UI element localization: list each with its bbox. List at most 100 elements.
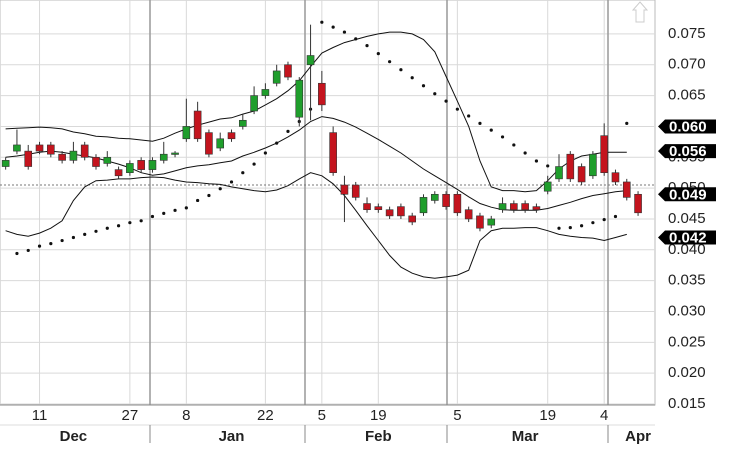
scroll-icon[interactable] <box>631 1 649 23</box>
sar-dot <box>60 238 64 243</box>
sar-dot <box>94 229 98 233</box>
sar-dot <box>557 226 561 230</box>
candle-body <box>543 181 552 192</box>
y-tick-label: 0.020 <box>668 364 706 381</box>
price-label-box <box>658 187 716 202</box>
sar-dot <box>15 251 19 256</box>
candle-body <box>408 215 416 223</box>
candle-body <box>58 153 66 161</box>
band-line <box>5 172 627 279</box>
y-tick-label: 0.045 <box>668 210 706 227</box>
grid <box>0 0 655 405</box>
candle-body <box>250 95 258 112</box>
sar-dot <box>399 68 403 72</box>
y-tick-label: 0.065 <box>668 87 706 104</box>
candle-body <box>634 193 642 214</box>
sar-dot <box>421 84 426 88</box>
candle-body <box>374 206 383 211</box>
sar-dot <box>546 164 550 168</box>
candle-body <box>1 160 10 167</box>
candle-body <box>318 82 326 106</box>
price-label: 0.060 <box>669 118 707 135</box>
x-tick-label: 5 <box>453 407 461 424</box>
sar-dot <box>354 37 358 41</box>
sar-dot <box>512 143 516 147</box>
candle-body <box>114 169 123 177</box>
candle-body <box>239 119 247 127</box>
sar-dot <box>568 225 572 230</box>
price-label-box <box>658 144 716 159</box>
sar-dot <box>83 232 87 236</box>
candle-body <box>442 193 450 207</box>
candle-body <box>510 203 518 211</box>
sar-dot <box>26 248 30 253</box>
candle-body <box>295 79 304 118</box>
candle-body <box>306 55 315 66</box>
candle-body <box>589 153 597 177</box>
sar-dot <box>263 151 267 155</box>
sar-dot <box>184 206 188 210</box>
sar-dot <box>467 114 471 118</box>
candle-body <box>340 184 349 195</box>
sar-dot <box>139 219 143 223</box>
candle-body <box>216 138 225 149</box>
sar-dot <box>500 135 505 139</box>
sar-dot <box>625 121 629 125</box>
candle-body <box>487 218 496 226</box>
sar-dot <box>252 162 256 166</box>
month-label: Dec <box>60 428 88 445</box>
candle-body <box>498 203 507 211</box>
y-tick-label: 0.075 <box>668 25 706 42</box>
x-tick-label: 19 <box>539 407 556 424</box>
sar-dot <box>128 221 132 225</box>
band-line <box>5 31 627 193</box>
month-label: Mar <box>512 428 539 445</box>
sar-dot <box>331 25 335 29</box>
candle-body <box>611 172 620 183</box>
candle-body <box>80 144 89 158</box>
candle-body <box>69 150 78 161</box>
sar-dot <box>433 92 437 96</box>
candle-body <box>532 206 541 211</box>
sar-dot <box>376 52 380 56</box>
candle-body <box>171 152 179 155</box>
month-label: Apr <box>625 428 651 445</box>
sar-dot <box>523 151 527 155</box>
sar-dot <box>613 214 618 219</box>
candle-body <box>24 150 33 167</box>
month-label: Jan <box>219 428 245 445</box>
candle-body <box>35 144 44 152</box>
sar-dot <box>37 244 42 248</box>
price-label-box <box>658 230 716 245</box>
sar-dot <box>489 128 493 132</box>
y-tick-label: 0.030 <box>668 302 706 319</box>
sar-dot <box>286 129 290 133</box>
sar-dot <box>196 198 200 203</box>
candle-body <box>430 193 439 201</box>
y-tick-label: 0.040 <box>668 241 706 258</box>
candle-body <box>600 135 608 174</box>
candle-body <box>126 163 134 174</box>
candle-body <box>13 144 21 152</box>
x-tick-label: 27 <box>122 407 139 424</box>
sar-dot <box>275 141 279 145</box>
sar-dot <box>150 214 155 219</box>
sar-dot <box>591 221 595 225</box>
price-label: 0.049 <box>669 186 707 203</box>
candle-body <box>622 181 631 198</box>
sar-dot <box>342 30 347 34</box>
x-tick-label: 22 <box>257 407 274 424</box>
sar-dot <box>478 121 482 125</box>
candle-body <box>227 132 236 140</box>
candle-body <box>92 156 100 167</box>
candle-body <box>148 160 157 170</box>
candle-body <box>182 126 191 140</box>
candle-body <box>397 206 405 217</box>
candle-body <box>261 89 270 96</box>
month-label: Feb <box>365 428 392 445</box>
candle-body <box>464 209 473 220</box>
x-tick-label: 19 <box>370 407 387 424</box>
candle-body <box>385 209 394 217</box>
